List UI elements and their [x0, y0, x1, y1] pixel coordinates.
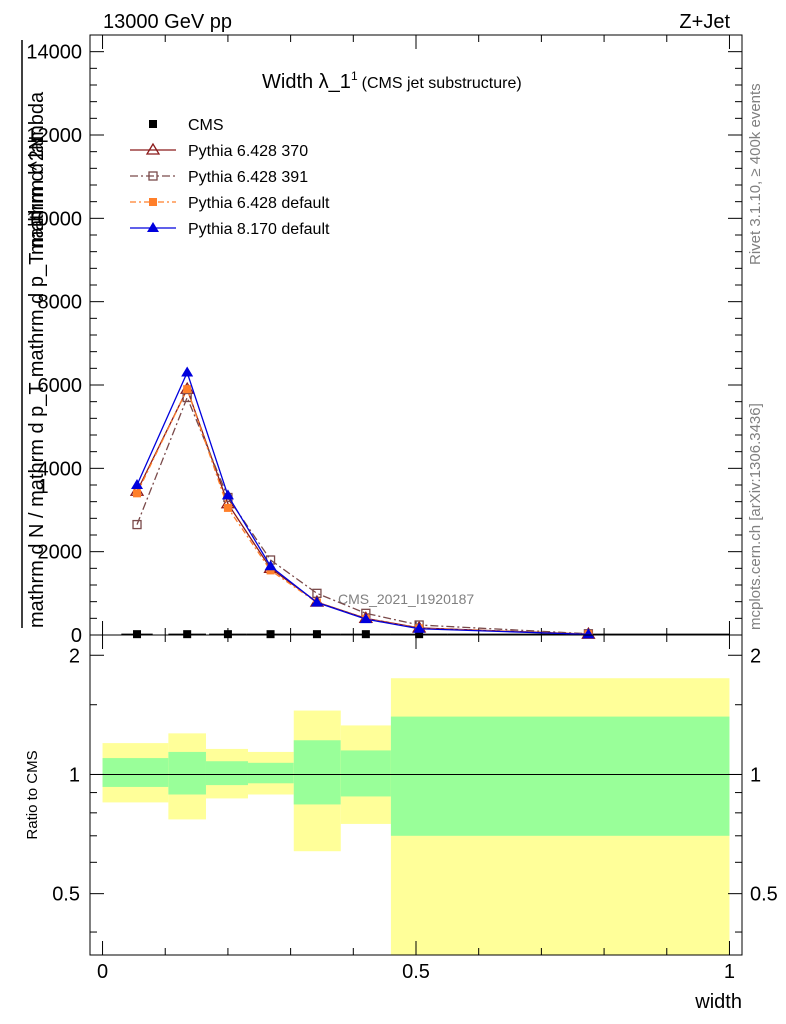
rivet-version-label: Rivet 3.1.10, ≥ 400k events [747, 83, 764, 265]
ratio-y-axis-label: Ratio to CMS [24, 750, 41, 839]
y-tick-label: 14000 [26, 42, 82, 64]
legend-marker [149, 198, 157, 206]
y-tick-label: 6000 [38, 375, 83, 397]
legend-label: Pythia 8.170 default [188, 221, 330, 238]
series-line [136, 395, 589, 635]
legend-entry: Pythia 6.428 default [130, 195, 330, 212]
legend-marker [145, 142, 161, 155]
plot-title-note: (CMS jet substructure) [362, 75, 522, 92]
ratio-y-tick-label-right: 0.5 [750, 884, 778, 906]
ratio-y-tick-label-left: 1 [69, 764, 80, 786]
legend-entry: Pythia 6.428 370 [130, 142, 308, 160]
data-point [266, 630, 275, 639]
y-tick-label: 0 [71, 625, 82, 647]
x-tick-label: 0 [97, 961, 108, 983]
y-axis-label-denominator: mathrm d N / mathrm d p_T mathrm d p_T m… [26, 91, 48, 628]
legend-label: Pythia 6.428 370 [188, 143, 308, 160]
legend-entry: Pythia 8.170 default [130, 221, 330, 238]
legend-marker [148, 171, 158, 181]
data-point [221, 489, 234, 500]
ratio-y-ticks: 0.5 0.5 1 1 2 2 [52, 645, 778, 933]
series-line [136, 370, 589, 636]
data-point [181, 366, 194, 377]
data-point [131, 479, 144, 489]
data-point [132, 519, 142, 530]
ratio-inner-band [293, 740, 341, 805]
data-point [413, 622, 426, 633]
series-4 [131, 366, 595, 639]
legend: CMS Pythia 6.428 370 Pythia 6.428 391 Pythi… [130, 117, 330, 238]
ratio-inner-band [102, 758, 169, 787]
data-point [183, 630, 192, 639]
y-tick-label: 2000 [38, 542, 83, 564]
data-point [133, 489, 142, 498]
y-axis-label-numerator: 1 [37, 476, 48, 498]
analysis-watermark: CMS_2021_I1920187 [338, 591, 474, 607]
data-point [133, 630, 142, 639]
header-right: Z+Jet [679, 11, 730, 33]
header-left: 13000 GeV pp [103, 11, 232, 33]
mcplots-label: mcplots.cern.ch [arXiv:1306.3436] [747, 403, 764, 630]
y-tick-label: 10000 [26, 208, 82, 230]
data-point [223, 630, 232, 639]
ratio-bands [102, 678, 730, 955]
main-panel: 0 2000 4000 6000 8000 10000 12000 14000 Width λ… [26, 34, 743, 647]
ratio-inner-band [247, 762, 294, 784]
ratio-panel: 0.5 0.51 12 2 0 0.5 1 Ratio to CMS width [24, 634, 778, 1013]
plot-title: Width λ_11 (CMS jet substructure) [262, 69, 522, 93]
ratio-inner-band [340, 750, 391, 797]
main-y-ticks: 0 2000 4000 6000 8000 10000 12000 14000 [26, 42, 742, 647]
legend-entry: CMS [149, 117, 224, 134]
ratio-inner-band [205, 761, 248, 786]
ratio-y-tick-label-right: 1 [750, 764, 761, 786]
series-layer [121, 366, 730, 639]
legend-marker [149, 120, 157, 128]
data-point [582, 628, 595, 639]
data-point [359, 613, 372, 624]
x-tick-label: 0.5 [402, 961, 430, 983]
data-point [223, 503, 232, 512]
data-point [183, 385, 192, 394]
data-point [266, 566, 275, 575]
ratio-x-ticks: 0 0.5 1 [97, 635, 735, 983]
legend-label: Pythia 6.428 391 [188, 169, 308, 186]
legend-marker [147, 222, 159, 232]
legend-entry: Pythia 6.428 391 [130, 169, 308, 186]
plot-title-main: Width λ_1 [262, 71, 351, 93]
series-line [136, 387, 589, 635]
y-tick-label: 8000 [38, 292, 83, 314]
ratio-inner-band [390, 716, 730, 836]
main-x-ticks [102, 35, 730, 635]
y-tick-label: 4000 [38, 458, 83, 480]
data-point [264, 560, 277, 571]
y-axis-label-fraction-numerator: mathrm d^2N [26, 136, 48, 255]
data-point [310, 596, 323, 607]
y-tick-label: 12000 [26, 125, 82, 147]
legend-label: CMS [188, 117, 224, 134]
data-point [312, 630, 321, 639]
ratio-y-tick-label-left: 2 [69, 645, 80, 667]
data-point [361, 630, 370, 639]
ratio-y-tick-label-right: 2 [750, 645, 761, 667]
plot-title-superscript: 1 [351, 69, 358, 83]
data-point [415, 630, 424, 639]
ratio-inner-band [168, 751, 206, 795]
x-tick-label: 1 [724, 961, 735, 983]
legend-label: Pythia 6.428 default [188, 195, 330, 212]
x-axis-label: width [694, 991, 742, 1013]
ratio-y-tick-label-left: 0.5 [52, 884, 80, 906]
data-point [182, 392, 192, 403]
